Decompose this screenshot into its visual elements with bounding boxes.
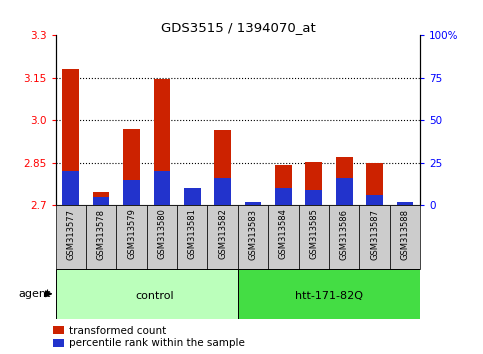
Bar — [305, 190, 322, 205]
Bar — [275, 188, 292, 205]
Bar — [214, 178, 231, 205]
Title: GDS3515 / 1394070_at: GDS3515 / 1394070_at — [160, 21, 315, 34]
Text: agent: agent — [18, 289, 51, 299]
Bar — [62, 171, 79, 205]
Bar — [123, 180, 140, 205]
Text: GSM313583: GSM313583 — [249, 209, 257, 259]
Bar — [93, 192, 110, 205]
Text: GSM313587: GSM313587 — [370, 209, 379, 259]
Bar — [208, 205, 238, 269]
Text: GSM313588: GSM313588 — [400, 209, 410, 259]
Bar — [238, 205, 268, 269]
Text: GSM313581: GSM313581 — [188, 209, 197, 259]
Bar — [298, 205, 329, 269]
Bar — [305, 162, 322, 205]
Bar — [275, 165, 292, 205]
Text: GSM313586: GSM313586 — [340, 209, 349, 259]
Bar — [245, 204, 261, 205]
Bar — [214, 130, 231, 205]
Bar — [123, 129, 140, 205]
Bar — [397, 204, 413, 205]
Bar — [56, 205, 86, 269]
Bar — [390, 205, 420, 269]
Bar — [397, 202, 413, 205]
Bar — [366, 195, 383, 205]
Bar — [184, 188, 200, 205]
Bar — [116, 205, 147, 269]
Bar — [359, 205, 390, 269]
Text: GSM313580: GSM313580 — [157, 209, 167, 259]
Bar — [93, 197, 110, 205]
Bar — [86, 205, 116, 269]
Bar — [62, 69, 79, 205]
Text: GSM313584: GSM313584 — [279, 209, 288, 259]
Legend: transformed count, percentile rank within the sample: transformed count, percentile rank withi… — [51, 324, 247, 350]
Bar — [336, 178, 353, 205]
Bar — [245, 202, 261, 205]
Bar — [147, 205, 177, 269]
Text: GSM313585: GSM313585 — [309, 209, 318, 259]
Text: control: control — [135, 291, 173, 301]
Bar — [177, 205, 208, 269]
Bar — [154, 171, 170, 205]
Bar — [329, 205, 359, 269]
Bar — [154, 79, 170, 205]
Text: GSM313577: GSM313577 — [66, 209, 75, 259]
Text: GSM313582: GSM313582 — [218, 209, 227, 259]
Bar — [366, 164, 383, 205]
Text: GSM313579: GSM313579 — [127, 209, 136, 259]
Bar — [184, 190, 200, 205]
Bar — [336, 156, 353, 205]
Text: htt-171-82Q: htt-171-82Q — [295, 291, 363, 301]
Text: GSM313578: GSM313578 — [97, 209, 106, 259]
Bar — [56, 269, 238, 319]
Bar — [238, 269, 420, 319]
Bar — [268, 205, 298, 269]
